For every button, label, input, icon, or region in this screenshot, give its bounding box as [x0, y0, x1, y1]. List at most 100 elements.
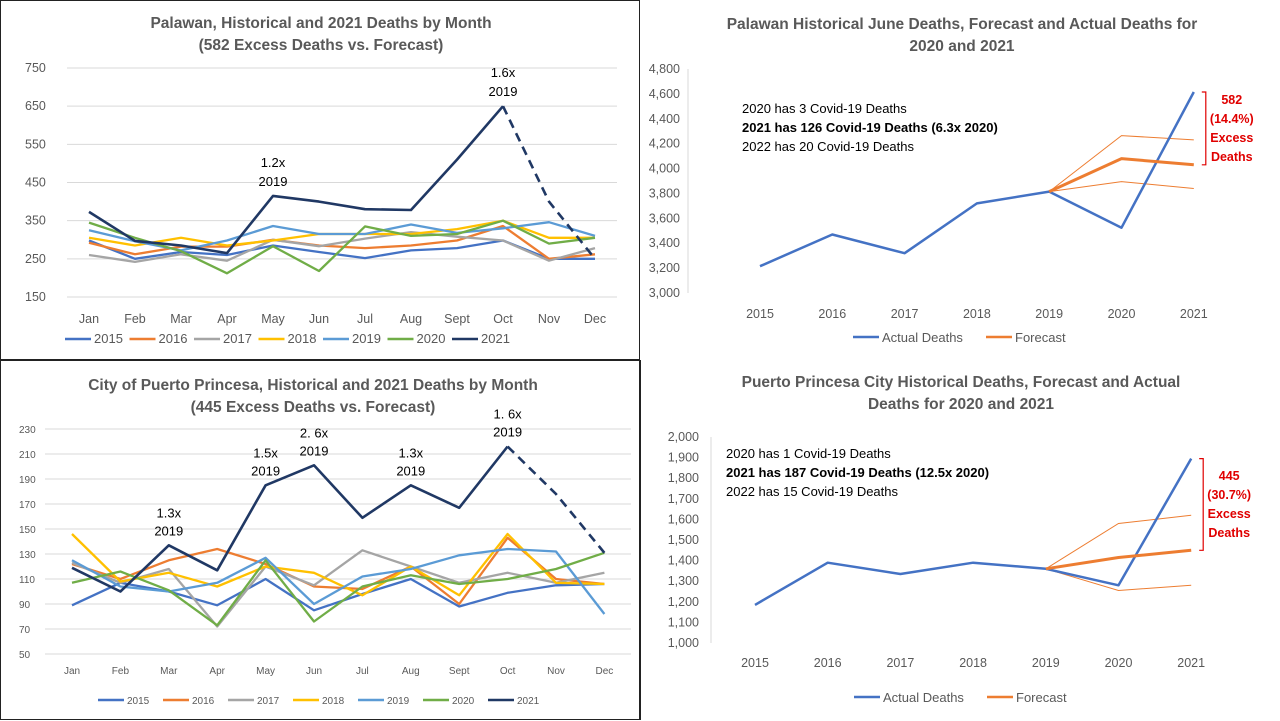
ratio-annotation: 2. 6x	[300, 425, 329, 440]
y-tick-label: 1,500	[668, 533, 699, 547]
y-tick-label: 3,600	[649, 211, 680, 225]
excess-deaths-label: (30.7%)	[1207, 488, 1251, 502]
y-tick-label: 3,000	[649, 286, 680, 300]
x-tick-label: Oct	[493, 312, 513, 326]
ratio-annotation: 1.3x	[399, 445, 424, 460]
x-tick-label: Jun	[309, 312, 329, 326]
series-line-forecast	[1045, 548, 1192, 571]
x-tick-label: 2019	[1032, 656, 1060, 670]
y-tick-label: 450	[25, 176, 46, 190]
x-tick-label: Apr	[217, 312, 236, 326]
series-line-2021-projected	[506, 445, 606, 554]
ratio-annotation: 1.6x	[491, 65, 516, 80]
legend-label-2016: 2016	[192, 696, 215, 707]
legend-label-2018: 2018	[322, 696, 345, 707]
legend-label-2019: 2019	[387, 696, 410, 707]
legend-label-2020: 2020	[452, 696, 475, 707]
excess-deaths-label: (14.4%)	[1210, 112, 1254, 126]
series-line-2016	[71, 536, 605, 606]
x-tick-label: 2021	[1177, 656, 1205, 670]
series-line-2018	[71, 532, 605, 597]
y-tick-label: 3,400	[649, 236, 680, 250]
y-tick-label: 1,900	[668, 451, 699, 465]
x-tick-label: Aug	[400, 312, 422, 326]
excess-bracket	[1201, 91, 1207, 166]
covid-note: 2021 has 126 Covid-19 Deaths (6.3x 2020)	[742, 120, 998, 135]
covid-note: 2022 has 20 Covid-19 Deaths	[742, 139, 915, 154]
covid-note: 2020 has 1 Covid-19 Deaths	[726, 446, 891, 461]
x-tick-label: 2021	[1180, 307, 1208, 321]
x-tick-label: 2018	[963, 307, 991, 321]
y-tick-label: 230	[19, 425, 36, 436]
ratio-annotation: 2019	[154, 523, 183, 538]
y-tick-label: 1,800	[668, 471, 699, 485]
x-tick-label: Jul	[357, 312, 373, 326]
chart-title: City of Puerto Princesa, Historical and …	[88, 377, 538, 394]
y-tick-label: 750	[25, 61, 46, 75]
series-line-2020	[71, 551, 605, 627]
x-tick-label: Apr	[209, 666, 225, 677]
puerto-princesa-forecast-chart-panel: Puerto Princesa City Historical Deaths, …	[640, 360, 1280, 720]
y-tick-label: 1,400	[668, 554, 699, 568]
x-tick-label: Sept	[444, 312, 470, 326]
palawan-monthly-chart: Palawan, Historical and 2021 Deaths by M…	[25, 15, 617, 346]
y-tick-label: 4,400	[649, 112, 680, 126]
y-tick-label: 3,200	[649, 261, 680, 275]
y-tick-label: 1,700	[668, 492, 699, 506]
x-tick-label: Mar	[170, 312, 192, 326]
puerto-princesa-monthly-chart: City of Puerto Princesa, Historical and …	[19, 377, 631, 707]
covid-note: 2020 has 3 Covid-19 Deaths	[742, 101, 907, 116]
x-tick-label: Nov	[547, 666, 565, 677]
y-tick-label: 2,000	[668, 430, 699, 444]
x-tick-label: 2017	[886, 656, 914, 670]
y-tick-label: 550	[25, 137, 46, 151]
legend-label-2021: 2021	[517, 696, 540, 707]
x-tick-label: Dec	[596, 666, 614, 677]
y-tick-label: 4,600	[649, 87, 680, 101]
x-tick-label: 2016	[814, 656, 842, 670]
x-tick-label: 2018	[959, 656, 987, 670]
legend-label-2015: 2015	[94, 331, 123, 346]
y-tick-label: 1,000	[668, 636, 699, 650]
y-tick-label: 130	[19, 550, 36, 561]
y-tick-label: 110	[19, 575, 35, 586]
excess-deaths-label: Deaths	[1208, 526, 1250, 540]
x-tick-label: Dec	[584, 312, 606, 326]
forecast-lower-bound	[1045, 568, 1192, 592]
legend-label-actual-deaths: Actual Deaths	[882, 330, 963, 345]
legend-label-2016: 2016	[159, 331, 188, 346]
x-tick-label: Jan	[64, 666, 80, 677]
chart-title: Palawan, Historical and 2021 Deaths by M…	[150, 15, 491, 32]
x-tick-label: May	[256, 666, 275, 677]
y-tick-label: 150	[19, 525, 36, 536]
x-tick-label: Feb	[112, 666, 130, 677]
x-tick-label: Aug	[402, 666, 420, 677]
chart-title: (445 Excess Deaths vs. Forecast)	[191, 399, 436, 416]
series-line-2021	[71, 445, 509, 593]
y-tick-label: 90	[19, 600, 31, 611]
legend-label-forecast: Forecast	[1015, 330, 1066, 345]
ratio-annotation: 1.3x	[157, 505, 182, 520]
series-line-2019	[71, 547, 606, 615]
series-line-2021-projected	[501, 105, 597, 260]
y-tick-label: 4,200	[649, 137, 680, 151]
chart-title: (582 Excess Deaths vs. Forecast)	[199, 37, 444, 54]
x-tick-label: 2019	[1035, 307, 1063, 321]
puerto-princesa-monthly-chart-panel: City of Puerto Princesa, Historical and …	[0, 360, 640, 720]
excess-deaths-label: Deaths	[1211, 150, 1253, 164]
y-tick-label: 650	[25, 99, 46, 113]
series-line-actual-deaths	[754, 457, 1193, 606]
series-line-2021	[88, 105, 504, 255]
x-tick-label: Sept	[449, 666, 470, 677]
y-tick-label: 1,600	[668, 512, 699, 526]
x-tick-label: 2016	[818, 307, 846, 321]
palawan-june-forecast-chart: Palawan Historical June Deaths, Forecast…	[649, 16, 1254, 345]
chart-title: 2020 and 2021	[909, 38, 1015, 55]
y-tick-label: 70	[19, 625, 31, 636]
y-tick-label: 50	[19, 650, 31, 661]
y-tick-label: 150	[25, 290, 46, 304]
forecast-lower-bound	[1049, 181, 1194, 193]
x-tick-label: May	[261, 312, 285, 326]
legend-label-2019: 2019	[352, 331, 381, 346]
legend-label-2017: 2017	[257, 696, 280, 707]
